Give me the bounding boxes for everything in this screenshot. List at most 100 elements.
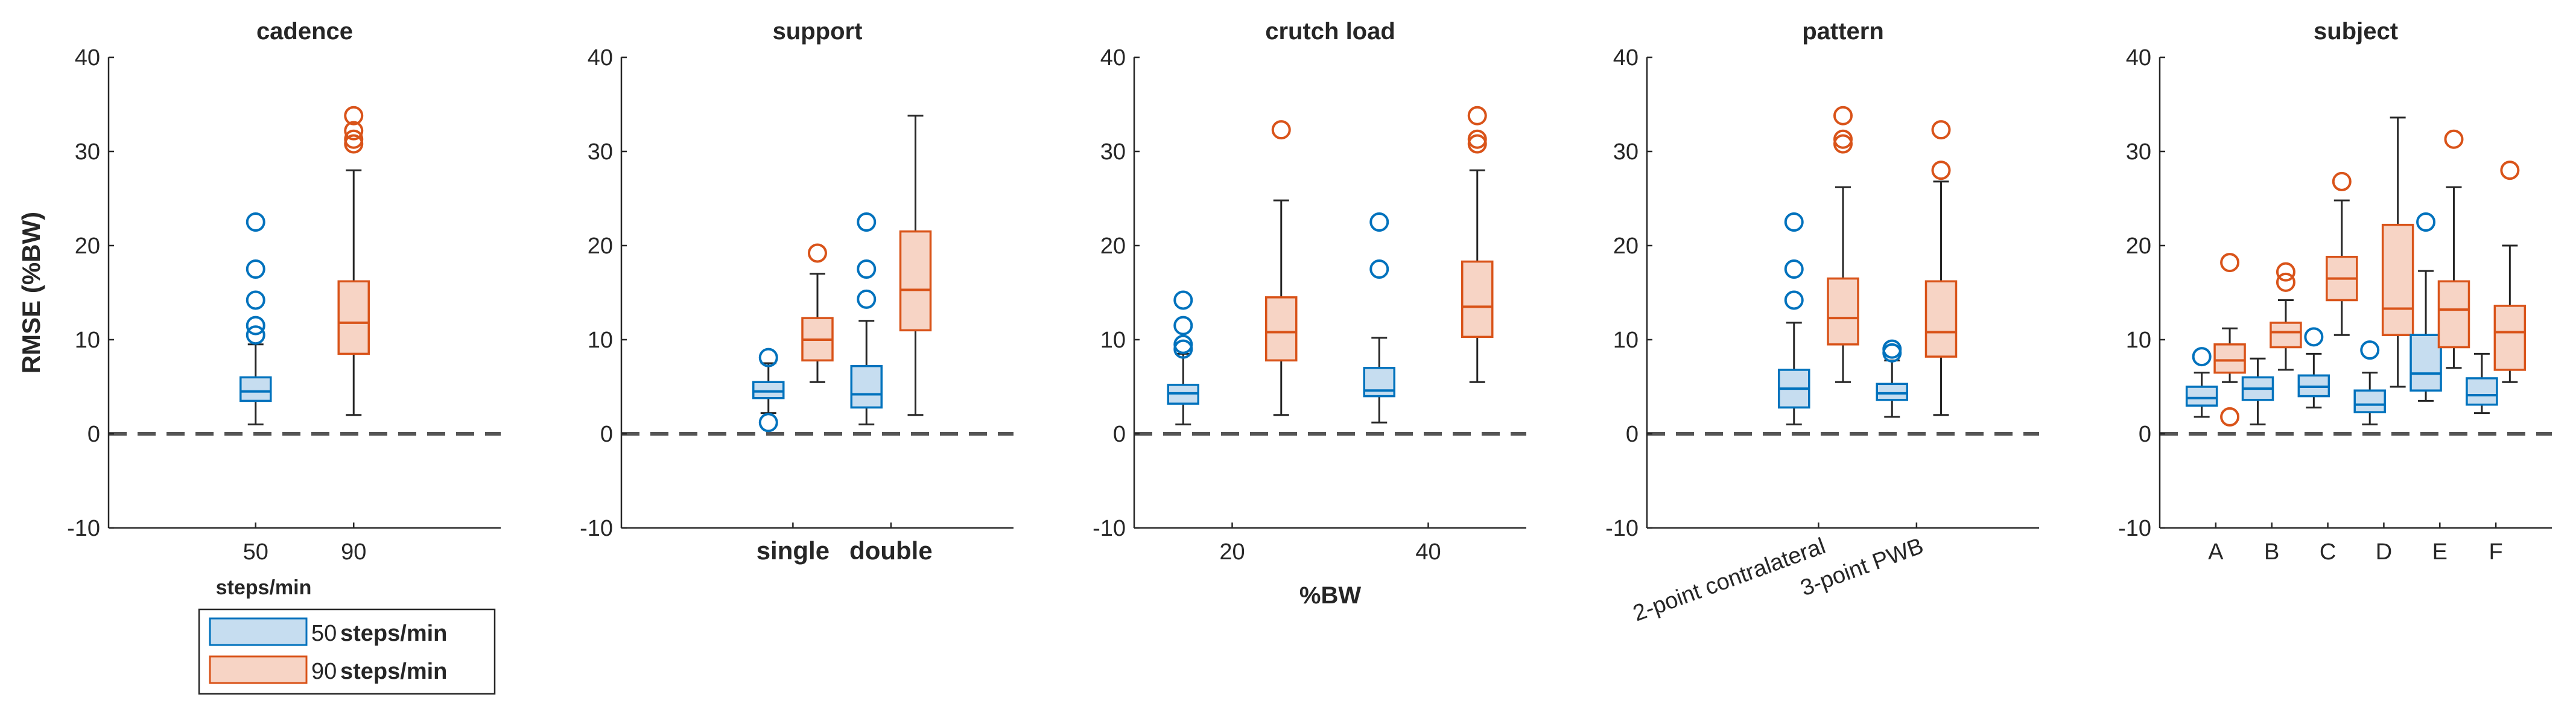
panel-pattern-box-3 (1876, 339, 1908, 418)
panel-support-box-3-outlier (857, 289, 877, 309)
panel-support-box-1-outlier (758, 348, 778, 367)
panel-support-xtick-label: single (757, 536, 830, 565)
panel-crutch-load-box-1 (1167, 290, 1199, 425)
legend-label-50-num: 50 (311, 621, 337, 646)
panel-crutch-load-box-4-iqr (1461, 260, 1494, 338)
panel-cadence-ylabel: RMSE (%BW) (17, 212, 45, 373)
panel-subject-box-5-outlier (2304, 327, 2324, 347)
panel-support-ytick-label: 20 (588, 234, 613, 259)
panel-cadence-box-2 (337, 106, 370, 416)
panel-support-ytick-label: -10 (580, 516, 613, 541)
panel-subject-box-1 (2185, 347, 2218, 418)
legend-label-90-num: 90 (311, 659, 337, 684)
panel-cadence-box-1-outlier (246, 290, 265, 310)
panel-support-box-1-outlier (758, 413, 778, 433)
legend: 50 steps/min 90 steps/min (198, 608, 496, 695)
panel-cadence-box-1-outlier (246, 325, 265, 345)
panel-pattern-box-1 (1778, 212, 1810, 425)
panel-pattern-ytick-label: 20 (1613, 234, 1639, 259)
panel-cadence-box-2-outlier (344, 134, 364, 154)
panel-cadence-box-1 (240, 212, 272, 425)
legend-label-50-unit: steps/min (340, 621, 447, 646)
panel-crutch-load-box-3-outlier (1369, 259, 1389, 279)
panel-subject-box-2-outlier (2220, 253, 2240, 273)
panel-cadence-box-1-outlier (246, 259, 265, 279)
panel-subject-box-7-outlier (2360, 340, 2380, 360)
panel-pattern-box-1-outlier (1784, 290, 1804, 310)
panel-subject-box-9-outlier (2416, 212, 2436, 232)
panel-subject-ytick-label: 10 (2126, 328, 2151, 353)
panel-subject-ytick-label: 20 (2126, 234, 2151, 259)
panel-cadence-box-1-outlier (246, 316, 265, 335)
panel-crutch-load-box-4-outlier (1467, 134, 1487, 154)
panel-cadence: -10 0 10 20 30 40 50 90 cadence steps/min RMSE (%B… (17, 18, 501, 599)
panel-cadence-ytick-label: 0 (87, 422, 100, 447)
panel-pattern-box-3-outlier (1882, 343, 1902, 363)
panel-subject-ytick-label: 0 (2139, 422, 2151, 447)
panel-crutch-load-box-3-iqr (1363, 367, 1395, 398)
panel-crutch-load-xtick-label: 40 (1415, 539, 1441, 565)
panel-pattern-box-4-outlier (1931, 160, 1951, 180)
panel-subject-ytick-label: -10 (2118, 516, 2151, 541)
panel-cadence-xtick-label: 50 (243, 539, 268, 565)
panel-support-box-1 (752, 348, 785, 433)
panel-subject-box-8-iqr (2381, 223, 2414, 336)
panel-crutch-load-box-3-outlier (1369, 212, 1389, 232)
panel-support-xtick-label: double (849, 536, 933, 565)
panel-crutch-load-box-4-outlier (1467, 129, 1487, 149)
panel-support-ytick-label: 0 (600, 422, 613, 447)
panel-subject-box-2 (2213, 253, 2246, 427)
panel-subject-ytick-label: 30 (2126, 139, 2151, 165)
panel-cadence-ytick-label: 40 (75, 45, 100, 71)
panel-pattern-box-2-iqr (1827, 277, 1859, 346)
panel-subject-xtick-label: C (2320, 539, 2336, 565)
panel-subject-box-4-outlier (2276, 262, 2295, 282)
panel-subject-box-4-iqr (2270, 322, 2302, 349)
panel-pattern-ytick-label: -10 (1605, 516, 1639, 541)
panel-crutch-load-box-1-outlier (1173, 334, 1193, 354)
panel-crutch-load-box-2-iqr (1265, 296, 1298, 362)
panel-subject-box-10-outlier (2444, 129, 2464, 149)
panel-cadence-box-2-outlier (344, 129, 364, 149)
panel-pattern-box-1-outlier (1784, 259, 1804, 279)
panel-cadence-box-1-outlier (246, 212, 265, 232)
panel-cadence-xtick-label: 90 (341, 539, 366, 565)
panel-subject-box-12-iqr (2493, 305, 2527, 371)
legend-swatch-50 (209, 617, 308, 646)
panel-subject-box-9-iqr (2409, 334, 2442, 392)
panel-subject-box-1-outlier (2192, 347, 2212, 367)
panel-pattern-ytick-label: 0 (1626, 422, 1639, 447)
panels: -10 0 10 20 30 40 50 90 cadence steps/min RMSE (%B… (17, 18, 2552, 626)
panel-crutch-load-box-1-outlier (1173, 339, 1193, 359)
panel-crutch-load-ytick-label: 20 (1100, 234, 1126, 259)
panel-pattern-box-4 (1924, 120, 1958, 416)
panel-crutch-load-ytick-label: 0 (1113, 422, 1126, 447)
panel-pattern-ytick-label: 30 (1613, 139, 1639, 165)
panel-support-box-3-iqr (850, 364, 883, 409)
panel-support-box-3-outlier (857, 259, 877, 279)
panel-crutch-load-ytick-label: -10 (1093, 516, 1126, 541)
panel-pattern-box-3-iqr (1876, 383, 1908, 401)
panel-pattern-box-2-outlier (1833, 106, 1853, 125)
panel-pattern-box-4-outlier (1931, 120, 1951, 140)
panel-support-ytick-label: 30 (588, 139, 613, 165)
legend-swatch-90 (209, 655, 308, 684)
panel-pattern-box-3-outlier (1882, 339, 1902, 359)
panel-cadence-title: cadence (256, 18, 353, 45)
panel-cadence-ytick-label: -10 (67, 516, 100, 541)
panel-subject-box-8 (2381, 116, 2414, 388)
panel-subject-xtick-label: E (2432, 539, 2448, 565)
panel-subject-box-4 (2270, 262, 2302, 371)
panel-crutch-load-ytick-label: 10 (1100, 328, 1126, 353)
panel-subject-box-2-iqr (2213, 343, 2246, 374)
panel-pattern-box-2-outlier (1833, 134, 1853, 154)
panel-support-ytick-label: 40 (588, 45, 613, 71)
panel-crutch-load-box-2 (1265, 120, 1298, 416)
panel-subject-box-11 (2466, 352, 2498, 415)
panel-subject-box-10 (2437, 129, 2470, 369)
panel-cadence-box-2-outlier (344, 121, 364, 141)
panel-support-box-3 (850, 212, 883, 425)
panel-support-box-4 (899, 115, 932, 416)
